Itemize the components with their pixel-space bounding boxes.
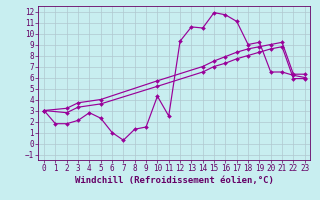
X-axis label: Windchill (Refroidissement éolien,°C): Windchill (Refroidissement éolien,°C)	[75, 176, 274, 185]
